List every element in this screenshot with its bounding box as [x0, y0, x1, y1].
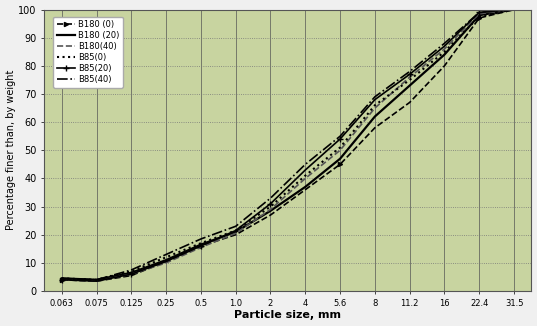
B85(0): [93, 278, 100, 282]
B180 (0): [407, 100, 413, 104]
B180(40): [93, 279, 100, 283]
B85(0): [302, 174, 309, 178]
B180(40): [128, 272, 135, 276]
Line: B85(40): B85(40): [62, 9, 514, 280]
B85(40): [93, 278, 100, 282]
B85(0): [441, 50, 448, 54]
B180(40): [198, 245, 204, 249]
B85(20): [441, 44, 448, 48]
B180(40): [441, 47, 448, 51]
B180 (20): [302, 185, 309, 189]
B180(40): [372, 106, 378, 110]
B85(20): [302, 168, 309, 172]
B180 (0): [302, 188, 309, 192]
B180(40): [407, 75, 413, 79]
B85(40): [337, 134, 343, 138]
B180 (0): [128, 274, 135, 277]
B85(0): [372, 103, 378, 107]
B180 (0): [337, 162, 343, 166]
B85(40): [233, 224, 239, 228]
B85(40): [59, 276, 65, 280]
B85(40): [441, 41, 448, 45]
B85(20): [198, 244, 204, 248]
B180(40): [337, 148, 343, 152]
Line: B180 (0): B180 (0): [60, 7, 516, 283]
B85(20): [233, 229, 239, 232]
B180(40): [163, 261, 169, 265]
B180 (0): [511, 7, 517, 11]
B180 (0): [59, 278, 65, 282]
Y-axis label: Percentage finer than, by weight: Percentage finer than, by weight: [5, 70, 16, 230]
B180 (20): [372, 114, 378, 118]
B85(0): [337, 145, 343, 149]
B180 (20): [233, 230, 239, 234]
Legend: B180 (0), B180 (20), B180(40), B85(0), B85(20), B85(40): B180 (0), B180 (20), B180(40), B85(0), B…: [53, 17, 123, 88]
B85(20): [267, 202, 274, 206]
B180 (20): [476, 13, 482, 17]
B85(40): [267, 196, 274, 200]
B85(0): [511, 7, 517, 11]
Line: B85(20): B85(20): [59, 6, 518, 285]
B180 (20): [267, 209, 274, 213]
B85(20): [59, 278, 65, 282]
B180 (20): [128, 271, 135, 275]
B85(40): [372, 95, 378, 99]
Line: B180(40): B180(40): [62, 9, 514, 281]
B85(40): [511, 7, 517, 11]
B85(40): [198, 237, 204, 241]
B85(0): [198, 241, 204, 245]
Line: B180 (20): B180 (20): [62, 9, 514, 280]
B180 (20): [198, 243, 204, 246]
B180 (0): [476, 16, 482, 20]
Line: B85(0): B85(0): [62, 9, 514, 280]
B85(20): [407, 72, 413, 76]
B180 (20): [163, 258, 169, 262]
B85(20): [372, 98, 378, 102]
B180(40): [233, 231, 239, 235]
B180 (0): [233, 233, 239, 237]
B180 (0): [93, 279, 100, 283]
B180 (20): [337, 157, 343, 161]
B180 (20): [511, 7, 517, 11]
B180 (20): [59, 276, 65, 280]
B85(0): [59, 276, 65, 280]
B180 (0): [198, 244, 204, 248]
B85(20): [93, 279, 100, 283]
B85(20): [337, 137, 343, 141]
B180 (20): [407, 83, 413, 87]
B85(0): [267, 205, 274, 209]
B85(20): [476, 10, 482, 14]
B180 (20): [93, 278, 100, 282]
B180 (0): [163, 259, 169, 263]
B85(0): [233, 229, 239, 232]
B180 (0): [372, 126, 378, 130]
B180(40): [267, 207, 274, 211]
B180(40): [59, 278, 65, 282]
B85(40): [302, 162, 309, 166]
B180 (0): [267, 213, 274, 217]
B180 (0): [441, 64, 448, 68]
B85(0): [128, 269, 135, 273]
B180(40): [476, 12, 482, 16]
B180(40): [302, 176, 309, 180]
B85(40): [128, 268, 135, 272]
B85(0): [476, 15, 482, 19]
B85(20): [128, 272, 135, 276]
B85(0): [407, 78, 413, 82]
B180 (20): [441, 52, 448, 56]
B85(40): [407, 69, 413, 73]
B85(40): [163, 252, 169, 256]
B85(20): [511, 7, 517, 11]
B85(20): [163, 259, 169, 263]
B85(0): [163, 255, 169, 259]
B180(40): [511, 7, 517, 11]
X-axis label: Particle size, mm: Particle size, mm: [234, 310, 342, 320]
B85(40): [476, 10, 482, 14]
